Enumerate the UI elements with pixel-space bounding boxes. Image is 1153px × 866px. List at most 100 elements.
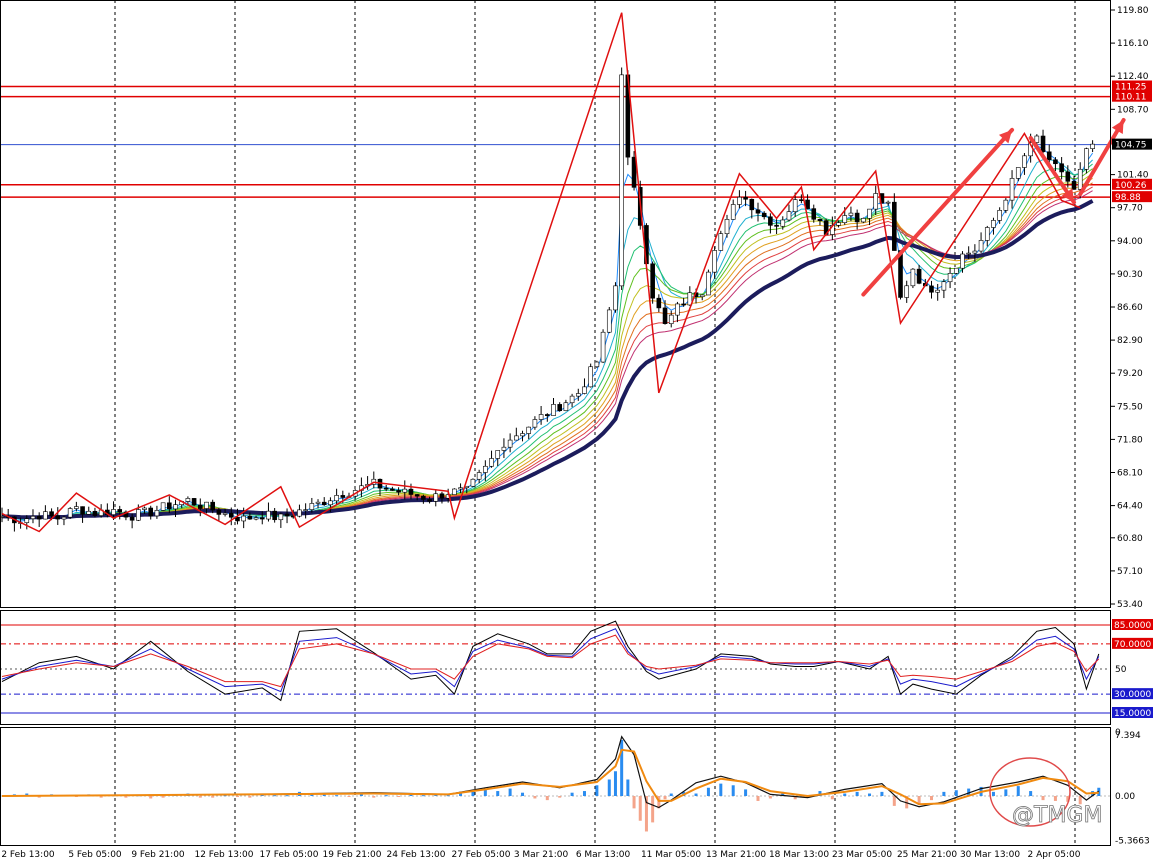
candle-body: [812, 209, 816, 220]
candlesticks: [0, 68, 1095, 532]
candle-body: [1078, 169, 1082, 189]
macd-histogram-bar: [992, 792, 995, 796]
candle-body: [942, 282, 946, 290]
candle-body: [657, 298, 661, 308]
candle-body: [43, 512, 47, 519]
candle-body: [589, 367, 593, 387]
macd-histogram-bar: [719, 784, 722, 796]
macd-signal_orange-line: [2, 750, 1099, 804]
candle-body: [973, 251, 977, 253]
candle-body: [112, 509, 116, 514]
gridlines: [115, 0, 1075, 845]
candle-body: [700, 295, 704, 297]
macd-histogram-bar: [273, 795, 276, 796]
candle-body: [960, 254, 964, 268]
x-tick-label: 12 Feb 13:00: [194, 850, 253, 860]
osc-label-text: 70.0000: [1114, 640, 1151, 650]
macd-histogram-bar: [558, 796, 561, 798]
macd-histogram-bar: [571, 793, 574, 796]
candle-body: [81, 507, 85, 515]
candle-body: [892, 202, 896, 250]
macd-histogram-bar: [348, 796, 351, 797]
y-tick-label: 90.30: [1117, 270, 1143, 280]
osc-label-text: 85.0000: [1114, 621, 1151, 631]
macd-histogram-bar: [769, 796, 772, 798]
macd-histogram-bar: [955, 790, 958, 796]
x-tick-label: 11 Mar 05:00: [641, 850, 701, 860]
candle-body: [62, 517, 66, 519]
candle-body: [50, 512, 54, 516]
candle-body: [521, 434, 525, 436]
candle-body: [1053, 160, 1057, 164]
macd-histogram-bar: [831, 796, 834, 799]
price-label-text: 104.75: [1115, 141, 1147, 151]
candle-body: [682, 304, 686, 305]
watermark-text: @TMGM: [1012, 803, 1102, 828]
macd-histogram-bar: [670, 794, 673, 796]
candle-body: [217, 510, 221, 514]
candle-body: [1084, 149, 1088, 170]
candle-body: [1072, 181, 1076, 189]
osc-series-line: [2, 621, 1099, 700]
candle-body: [223, 513, 227, 514]
macd-histogram-bar: [868, 794, 871, 796]
macd-histogram-bar: [614, 771, 617, 796]
candle-body: [564, 403, 568, 411]
candle-body: [669, 315, 673, 324]
candle-body: [787, 212, 791, 220]
candle-body: [167, 503, 171, 509]
x-tick-label: 6 Mar 13:00: [576, 850, 631, 860]
candle-body: [198, 505, 202, 509]
candle-body: [948, 273, 952, 281]
candle-body: [781, 220, 785, 226]
watermark: @TMGM: [1012, 803, 1102, 828]
macd-histogram-bar: [162, 796, 165, 798]
x-tick-label: 18 Mar 13:00: [769, 850, 829, 860]
candle-body: [849, 213, 853, 215]
candle-body: [415, 494, 419, 496]
candle-body: [322, 502, 326, 505]
candle-body: [310, 503, 314, 509]
candle-body: [242, 516, 246, 521]
y-tick-label: 68.10: [1117, 468, 1143, 478]
y-tick-label: 53.40: [1117, 600, 1143, 610]
candle-body: [186, 498, 190, 501]
y-tick-label: 82.90: [1117, 336, 1143, 346]
x-tick-label: 5 Feb 05:00: [68, 850, 122, 860]
candle-body: [651, 264, 655, 298]
candle-body: [620, 75, 624, 286]
oscillator-panel: [0, 621, 1111, 713]
candle-body: [341, 495, 345, 497]
candle-body: [539, 414, 543, 419]
price-label-text: 110.11: [1115, 93, 1147, 103]
candle-body: [632, 157, 636, 187]
candle-body: [192, 498, 196, 505]
candle-body: [905, 286, 909, 298]
candle-body: [428, 499, 432, 501]
macd-histogram-bar: [651, 796, 654, 822]
candle-body: [279, 514, 283, 520]
x-tick-label: 2 Feb 13:00: [1, 850, 55, 860]
candle-body: [136, 510, 140, 521]
candle-body: [502, 447, 506, 450]
candle-body: [533, 420, 537, 428]
candle-body: [328, 501, 332, 505]
price-label-text: 100.26: [1115, 181, 1147, 191]
candle-body: [979, 240, 983, 251]
y-tick-label: 75.50: [1117, 402, 1143, 412]
candle-body: [452, 489, 456, 495]
candle-body: [861, 218, 865, 222]
macd-histogram-bar: [732, 785, 735, 796]
candle-body: [998, 210, 1002, 220]
candle-body: [663, 308, 667, 324]
macd-histogram-bar: [695, 794, 698, 796]
candle-body: [607, 310, 611, 332]
candle-body: [496, 450, 500, 458]
candle-body: [434, 494, 438, 502]
x-tick-label: 2 Apr 05:00: [1028, 850, 1081, 860]
macd-histogram-bar: [1004, 789, 1007, 796]
candle-body: [731, 204, 735, 219]
panel-frame: [1, 611, 1111, 725]
candle-body: [725, 219, 729, 233]
